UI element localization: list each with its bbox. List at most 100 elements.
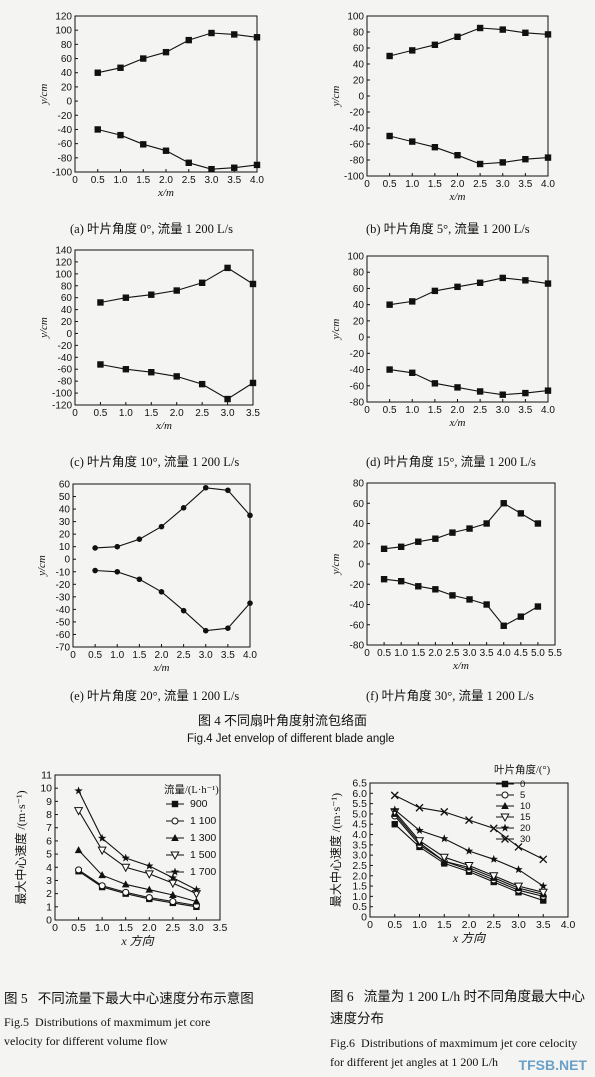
x-tick-label: 0.5 bbox=[93, 408, 107, 419]
data-point bbox=[114, 543, 121, 550]
data-point bbox=[439, 853, 449, 863]
y-tick-label: 8 bbox=[46, 809, 52, 821]
data-point bbox=[168, 873, 177, 882]
y-tick-label: -50 bbox=[56, 617, 71, 628]
data-point bbox=[231, 164, 238, 171]
legend-label: 900 bbox=[190, 798, 208, 810]
x-tick-label: 2.0 bbox=[155, 650, 169, 661]
x-tick-label: 3.5 bbox=[227, 175, 241, 186]
x-tick-label: 3.5 bbox=[213, 922, 228, 934]
x-tick-label: 2.5 bbox=[166, 922, 181, 934]
series-line bbox=[384, 502, 539, 550]
x-tick-label: 4.0 bbox=[250, 175, 264, 186]
x-axis-label: x 方向 bbox=[120, 934, 154, 948]
series-line bbox=[95, 569, 251, 632]
x-tick-label: 1.5 bbox=[428, 405, 442, 416]
x-tick-label: 3.0 bbox=[511, 919, 526, 931]
y-tick-label: -100 bbox=[52, 389, 72, 400]
x-tick-label: 1.5 bbox=[136, 175, 150, 186]
x-tick-label: 0 bbox=[367, 919, 373, 931]
data-point bbox=[440, 834, 449, 843]
y-tick-label: 20 bbox=[353, 316, 365, 327]
data-point bbox=[500, 622, 507, 629]
series-20 bbox=[390, 805, 548, 890]
y-tick-label: -80 bbox=[350, 641, 365, 652]
series-line bbox=[389, 277, 549, 306]
plot-frame bbox=[54, 774, 221, 921]
data-point bbox=[540, 897, 547, 904]
y-axis-label: y/cm bbox=[38, 84, 50, 106]
data-point bbox=[390, 805, 399, 814]
data-point bbox=[489, 854, 498, 863]
series-upper bbox=[92, 484, 253, 551]
data-point bbox=[94, 126, 101, 133]
y-tick-label: 60 bbox=[353, 284, 365, 295]
y-tick-label: 40 bbox=[61, 305, 73, 316]
series-1 700 bbox=[74, 786, 201, 894]
data-point bbox=[483, 601, 490, 608]
y-tick-label: 10 bbox=[59, 542, 71, 553]
legend-label: 30 bbox=[520, 834, 531, 845]
data-point bbox=[454, 384, 461, 391]
y-tick-label: 4.5 bbox=[352, 819, 367, 831]
data-point bbox=[136, 576, 143, 583]
series-upper bbox=[97, 264, 257, 306]
data-point bbox=[386, 366, 393, 373]
x-tick-label: 3.5 bbox=[518, 179, 532, 190]
x-tick-label: 2.0 bbox=[159, 175, 173, 186]
data-point bbox=[97, 299, 104, 306]
x-tick-label: 4.5 bbox=[514, 648, 528, 659]
legend-label: 15 bbox=[520, 812, 531, 823]
data-point bbox=[140, 55, 147, 62]
y-tick-label: 80 bbox=[61, 281, 73, 292]
data-point bbox=[92, 545, 98, 551]
y-tick-label: 20 bbox=[59, 530, 71, 541]
y-tick-label: -20 bbox=[56, 580, 71, 591]
data-point bbox=[97, 846, 107, 856]
data-point bbox=[534, 520, 542, 527]
y-tick-label: 60 bbox=[61, 293, 73, 304]
series-lower bbox=[386, 366, 552, 398]
y-tick-label: -60 bbox=[350, 140, 365, 151]
data-point bbox=[415, 583, 422, 590]
series-line bbox=[384, 578, 539, 627]
data-point bbox=[145, 894, 153, 902]
legend-marker bbox=[501, 835, 509, 843]
data-point bbox=[173, 287, 180, 294]
data-point bbox=[198, 279, 206, 286]
data-point bbox=[386, 52, 393, 60]
y-tick-label: 40 bbox=[353, 60, 365, 71]
legend-label: 20 bbox=[520, 823, 531, 834]
y-tick-label: -100 bbox=[52, 168, 72, 179]
x-axis-label: x/m bbox=[153, 662, 170, 674]
legend-title: 流量/(L·h⁻¹) bbox=[164, 783, 219, 796]
data-point bbox=[414, 837, 425, 846]
x-tick-label: 1.5 bbox=[118, 922, 133, 934]
data-point bbox=[449, 529, 456, 536]
x-tick-label: 1.0 bbox=[119, 408, 133, 419]
x-tick-label: 5.0 bbox=[531, 648, 545, 659]
data-point bbox=[534, 603, 542, 610]
series-line bbox=[95, 487, 251, 549]
data-point bbox=[544, 387, 552, 394]
chart-a: 0 0.5 1.0 1.5 2.0 2.5 3.0 3.5 4.0 -100 -80 -60 -40 -2… bbox=[38, 12, 264, 200]
chart-h: 0 0.5 1.0 1.5 2.0 2.5 3.0 3.5 4.000.51.01.52.02.… bbox=[328, 763, 575, 945]
series-upper bbox=[94, 29, 261, 76]
data-point bbox=[454, 33, 461, 40]
data-point bbox=[148, 291, 155, 298]
y-tick-label: 0 bbox=[46, 915, 52, 927]
y-tick-label: 1 bbox=[46, 901, 52, 913]
data-point bbox=[539, 855, 548, 864]
data-point bbox=[483, 520, 490, 527]
series-30 bbox=[390, 791, 548, 864]
legend-label: 1 500 bbox=[190, 849, 216, 861]
data-point bbox=[162, 48, 170, 56]
data-point bbox=[74, 846, 83, 854]
y-tick-label: 4 bbox=[46, 862, 52, 874]
data-point bbox=[253, 34, 261, 41]
data-point bbox=[198, 380, 206, 388]
x-tick-label: 2.5 bbox=[177, 650, 191, 661]
y-tick-label: -20 bbox=[350, 580, 365, 591]
data-point bbox=[431, 144, 439, 151]
